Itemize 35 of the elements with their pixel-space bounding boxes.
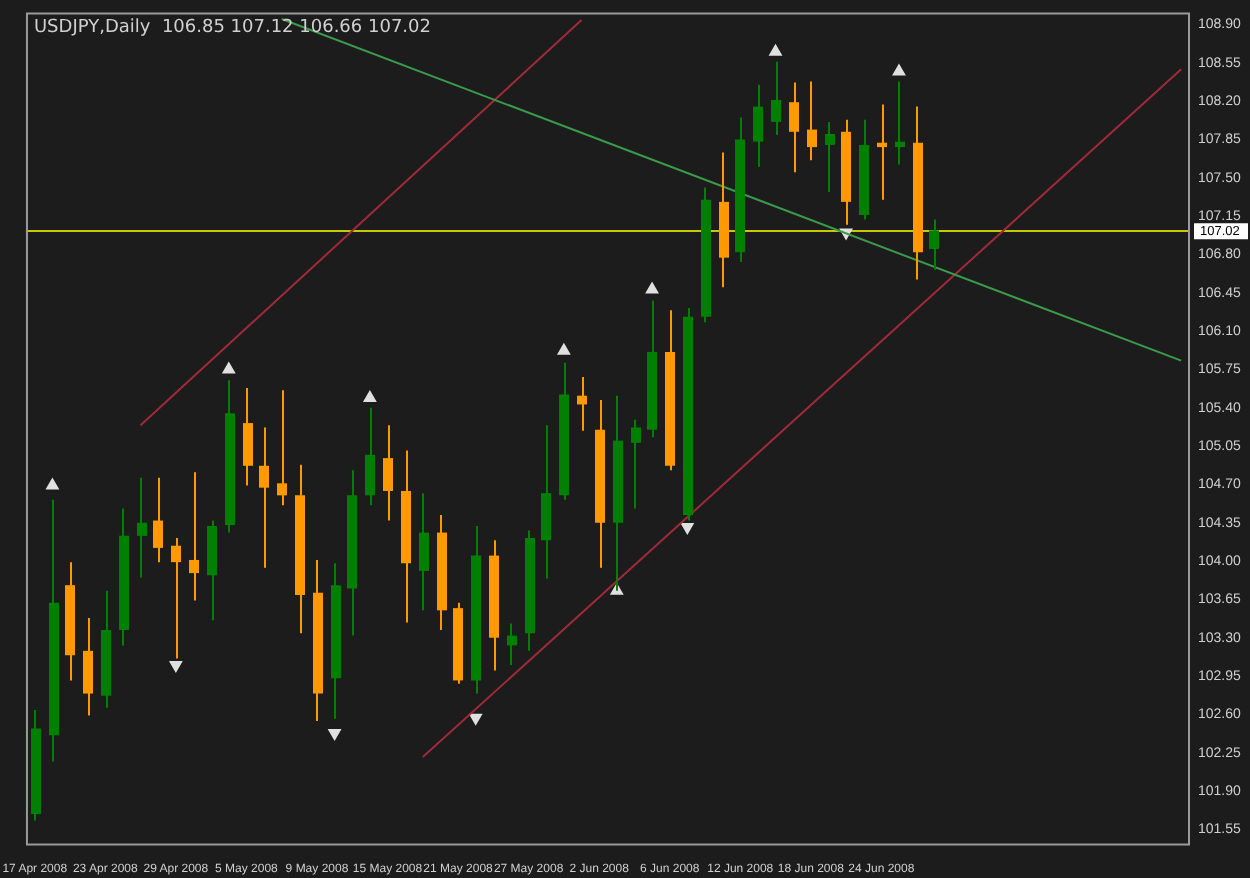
point — [328, 728, 341, 740]
candlestick — [807, 80, 817, 162]
candlestick — [877, 103, 887, 201]
point — [46, 478, 59, 490]
point — [681, 523, 694, 535]
candlestick — [825, 120, 835, 193]
point — [363, 390, 377, 402]
point — [645, 282, 659, 294]
candlestick — [189, 471, 199, 602]
candlestick — [171, 537, 181, 660]
candlestick — [259, 426, 269, 569]
candlestick — [631, 418, 641, 510]
candlestick — [895, 80, 905, 166]
point — [469, 713, 482, 725]
candlestick — [419, 492, 429, 612]
point — [222, 362, 235, 374]
candlestick — [929, 218, 939, 271]
point — [769, 44, 782, 56]
candlestick — [83, 617, 93, 717]
point — [892, 64, 906, 76]
candlestick — [365, 406, 375, 507]
candlestick — [243, 387, 253, 487]
candlestick — [507, 622, 517, 667]
chart-title: USDJPY,Daily 106.85 107.12 106.66 107.02 — [33, 18, 431, 39]
candlestick — [153, 476, 163, 564]
point — [557, 343, 571, 355]
candlestick — [771, 60, 781, 137]
candlestick — [577, 376, 587, 432]
candlestick — [541, 424, 551, 580]
candlestick — [137, 476, 147, 579]
candlestick — [383, 424, 393, 522]
candlestick — [753, 83, 763, 168]
candlestick — [789, 81, 799, 174]
candlestick — [277, 389, 287, 507]
point — [169, 661, 183, 673]
